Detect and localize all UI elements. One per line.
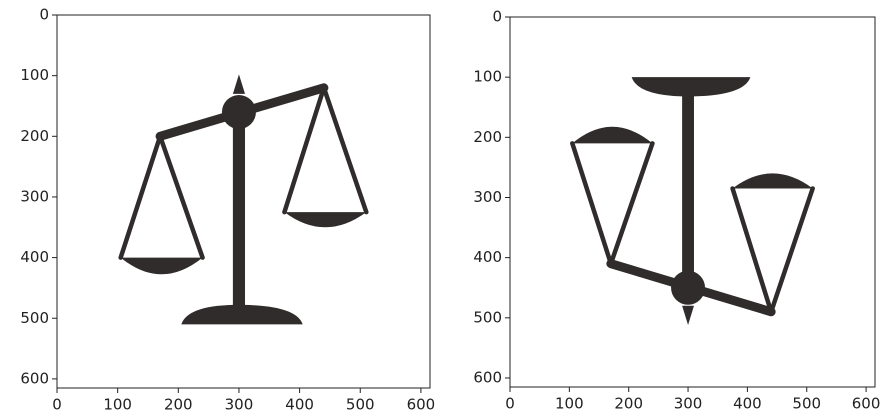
y-tick-label: 400 — [20, 248, 49, 266]
y-tick-label: 0 — [39, 6, 49, 24]
base — [631, 77, 751, 97]
scale-icon — [570, 77, 815, 326]
pivot — [671, 270, 706, 305]
x-tick-label: 300 — [225, 396, 254, 413]
pan — [120, 257, 203, 275]
x-tick-label: 400 — [285, 396, 314, 413]
pan — [284, 212, 367, 228]
y-tick-label: 200 — [20, 127, 49, 145]
stroke — [157, 134, 205, 260]
stroke — [730, 186, 774, 315]
stroke — [608, 141, 655, 266]
y-tick-label: 600 — [473, 368, 502, 386]
stroke — [282, 85, 327, 215]
axes-frame — [56, 14, 431, 389]
y-tick-label: 200 — [473, 128, 502, 146]
x-tick-label: 0 — [505, 395, 515, 413]
scale-icon — [118, 74, 369, 325]
x-tick-label: 300 — [674, 395, 703, 413]
pan — [732, 173, 813, 189]
x-tick-label: 600 — [407, 396, 436, 413]
axes-frame — [509, 16, 876, 388]
x-tick-label: 400 — [733, 395, 762, 413]
pole — [682, 89, 694, 294]
x-tick-label: 200 — [164, 396, 193, 413]
y-tick-label: 100 — [473, 68, 502, 86]
stroke — [570, 141, 614, 266]
x-tick-label: 100 — [555, 395, 584, 413]
x-tick-label: 0 — [52, 396, 62, 413]
x-tick-label: 200 — [614, 395, 643, 413]
base — [181, 304, 303, 325]
x-tick-label: 500 — [792, 395, 821, 413]
finial — [682, 305, 694, 326]
y-tick-label: 300 — [20, 187, 49, 205]
y-tick-label: 0 — [492, 8, 502, 26]
y-tick-label: 500 — [473, 308, 502, 326]
x-tick-label: 500 — [346, 396, 375, 413]
pan — [572, 126, 653, 144]
y-tick-label: 400 — [473, 248, 502, 266]
stroke — [768, 186, 815, 315]
pole — [232, 105, 246, 313]
y-tick-label: 100 — [20, 66, 49, 84]
x-tick-label: 100 — [103, 396, 132, 413]
stroke — [321, 85, 369, 215]
y-tick-label: 600 — [20, 369, 49, 387]
y-tick-label: 500 — [20, 309, 49, 327]
x-tick-label: 600 — [852, 395, 881, 413]
finial — [232, 74, 246, 94]
stroke — [118, 134, 163, 260]
y-tick-label: 300 — [473, 188, 502, 206]
pivot — [221, 95, 256, 130]
